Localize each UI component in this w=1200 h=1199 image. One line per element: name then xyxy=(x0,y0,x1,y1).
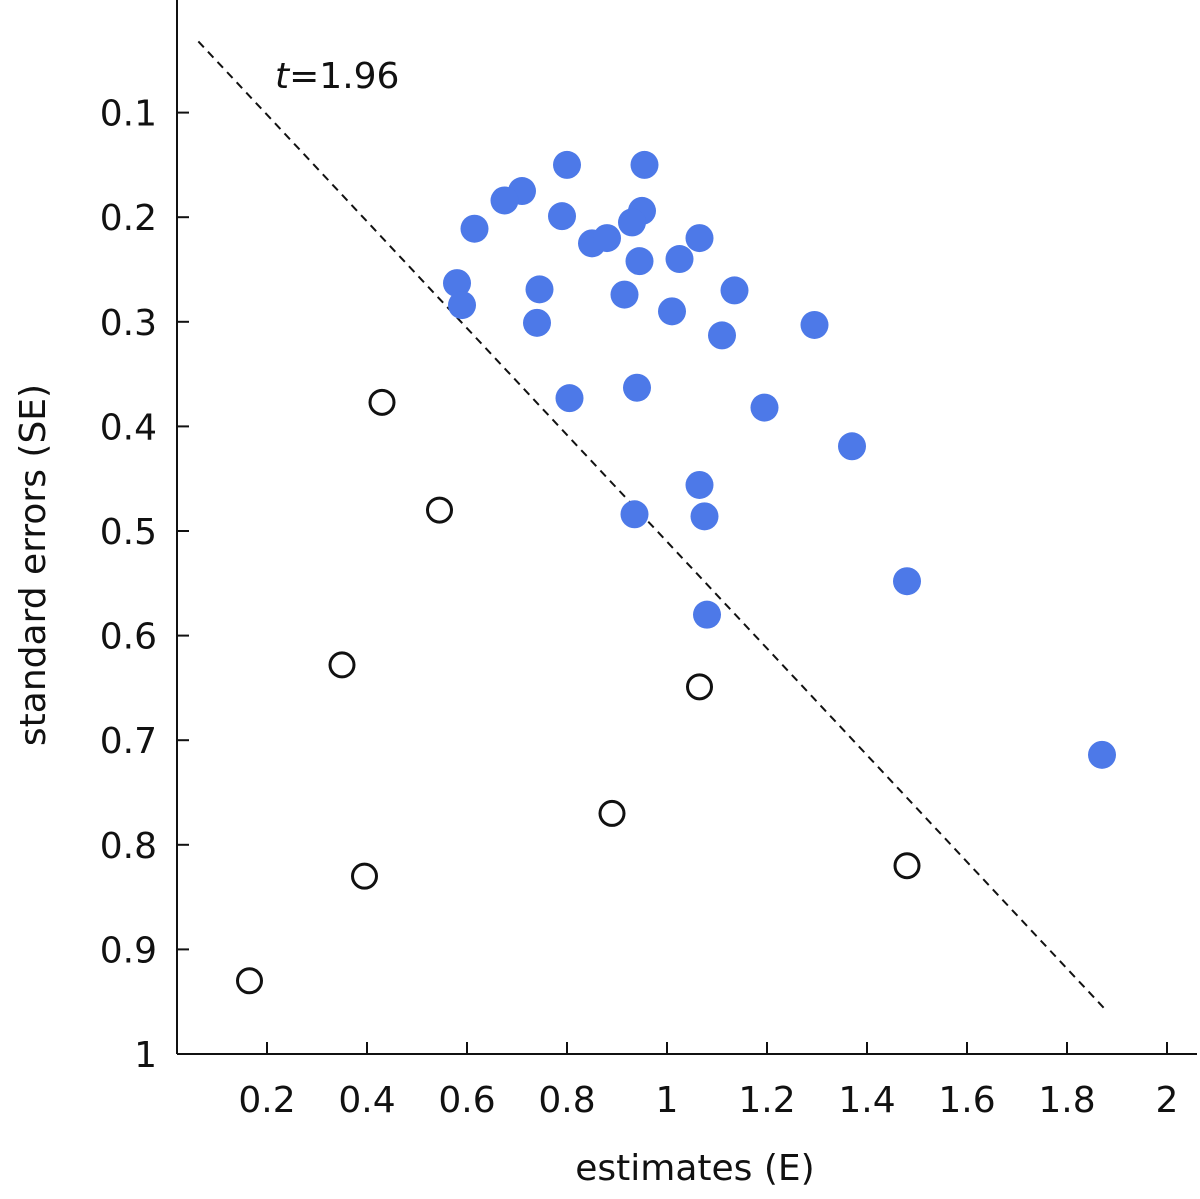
data-point-open xyxy=(686,673,713,701)
data-point-filled xyxy=(460,214,489,243)
x-tick-label: 0.4 xyxy=(338,1080,395,1121)
y-tick-label: 0.9 xyxy=(100,930,157,971)
y-tick-label: 0.2 xyxy=(100,198,157,239)
data-point-open xyxy=(328,651,356,679)
x-tick-label: 0.2 xyxy=(238,1080,295,1121)
y-tick-label: 0.5 xyxy=(100,512,157,553)
data-point-filled xyxy=(838,432,866,461)
t-value-annotation: t=1.96 xyxy=(275,56,399,97)
data-point-filled xyxy=(610,280,639,309)
data-point-filled xyxy=(593,224,621,253)
y-axis-label: standard errors (SE) xyxy=(13,384,54,746)
data-point-filled xyxy=(708,321,736,350)
data-point-filled xyxy=(685,470,714,499)
data-point-open xyxy=(368,388,396,416)
data-point-filled xyxy=(693,600,721,629)
data-point-open xyxy=(351,862,378,890)
x-tick-label: 1 xyxy=(656,1080,679,1121)
y-tick-label: 1 xyxy=(134,1035,157,1076)
data-point-filled xyxy=(548,202,576,231)
x-tick-label: 1.6 xyxy=(938,1080,995,1121)
t-symbol: t xyxy=(275,56,291,97)
data-point-filled xyxy=(618,208,646,237)
data-point-filled xyxy=(523,308,551,337)
data-point-filled xyxy=(893,567,921,596)
data-point-open xyxy=(598,799,626,827)
y-tick-label: 0.3 xyxy=(100,303,157,344)
y-tick-label: 0.8 xyxy=(100,826,157,867)
data-point-filled xyxy=(553,150,581,179)
x-tick-label: 1.2 xyxy=(738,1080,795,1121)
t-value-text: =1.96 xyxy=(289,56,399,97)
data-point-filled xyxy=(448,291,476,320)
reference-line xyxy=(197,40,1106,1010)
data-point-filled xyxy=(525,275,554,304)
data-point-filled xyxy=(720,276,749,305)
data-point-filled xyxy=(750,393,779,422)
y-tick-label: 0.1 xyxy=(100,94,157,135)
data-point-filled xyxy=(620,500,649,529)
data-point-filled xyxy=(685,224,714,253)
data-point-filled xyxy=(800,310,829,339)
y-tick-label: 0.6 xyxy=(100,617,157,658)
y-tick-label: 0.7 xyxy=(100,721,157,762)
data-point-filled xyxy=(665,245,694,274)
x-tick-label: 1.8 xyxy=(1038,1080,1095,1121)
plot-area xyxy=(197,40,1116,1010)
y-tick-label: 0.4 xyxy=(100,407,157,448)
data-point-filled xyxy=(658,297,686,326)
data-point-filled xyxy=(623,373,651,402)
x-axis-label: estimates (E) xyxy=(575,1148,814,1189)
ticks: 0.2 0.4 0.6 0.8 1 1.2 1.4 1.6 1.8 2 0.1 0.2 0.3 0.4 0.… xyxy=(100,94,1179,1121)
x-tick-label: 1.4 xyxy=(838,1080,895,1121)
data-point-filled xyxy=(443,269,471,298)
data-point-filled xyxy=(690,502,719,531)
data-point-filled xyxy=(555,384,584,413)
data-point-open xyxy=(236,967,263,995)
x-tick-label: 2 xyxy=(1156,1080,1179,1121)
data-point-filled xyxy=(1088,740,1116,769)
data-point-filled xyxy=(630,150,659,179)
data-point-open xyxy=(893,852,921,880)
data-point-filled xyxy=(490,186,519,215)
x-tick-label: 0.6 xyxy=(438,1080,495,1121)
axes xyxy=(176,0,1197,1055)
x-tick-label: 0.8 xyxy=(538,1080,595,1121)
data-point-filled xyxy=(625,247,654,276)
data-point-open xyxy=(426,496,453,524)
